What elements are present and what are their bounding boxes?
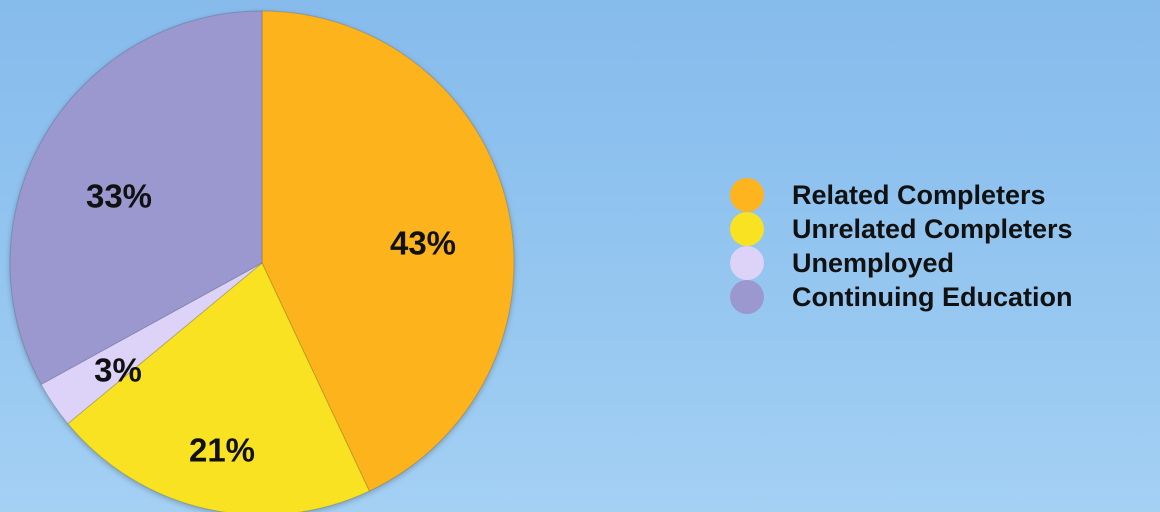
legend-swatch-unrelated-completers [730, 212, 764, 246]
data-label-unrelated-completers: 21% [189, 432, 255, 469]
legend-item-unrelated-completers: Unrelated Completers [730, 212, 1073, 246]
legend-swatch-related-completers [730, 178, 764, 212]
data-label-unemployed: 3% [94, 352, 142, 389]
data-label-continuing-education: 33% [86, 178, 152, 215]
legend-swatch-continuing-education [730, 280, 764, 314]
pie-slice-unrelated-completers [67, 262, 370, 512]
legend-label-unrelated-completers: Unrelated Completers [792, 213, 1073, 244]
pie-data-labels: 43% 21% 3% 33% [86, 178, 456, 469]
legend-item-unemployed: Unemployed [730, 246, 1073, 280]
legend-item-continuing-education: Continuing Education [730, 280, 1073, 314]
legend: Related Completers Unrelated Completers … [730, 178, 1073, 314]
legend-item-related-completers: Related Completers [730, 178, 1073, 212]
legend-label-related-completers: Related Completers [792, 179, 1046, 210]
legend-label-continuing-education: Continuing Education [792, 281, 1073, 312]
pie-slice-related-completers [261, 10, 515, 492]
pie-slices [9, 10, 515, 512]
legend-label-unemployed: Unemployed [792, 247, 955, 278]
pie-chart: 43% 21% 3% 33% [9, 10, 515, 512]
data-label-related-completers: 43% [390, 225, 456, 262]
pie-slice-continuing-education [9, 10, 263, 386]
legend-swatch-unemployed [730, 246, 764, 280]
